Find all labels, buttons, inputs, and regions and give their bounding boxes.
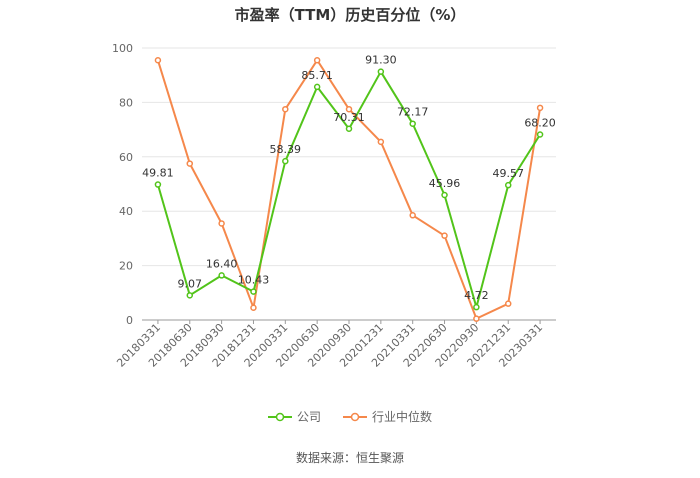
legend-item-company[interactable]: 公司 [267, 408, 321, 425]
y-tick-label: 0 [126, 314, 133, 327]
series-0-point [377, 68, 385, 75]
series-1-point [536, 104, 544, 112]
series-1-point [186, 160, 194, 167]
series-0-point [473, 303, 480, 311]
y-tick-label: 60 [119, 151, 133, 164]
series-1-point [441, 232, 448, 239]
series-0-point [345, 125, 353, 133]
series-0-point [441, 191, 448, 199]
data-label: 4.72 [464, 289, 489, 302]
legend-label-company: 公司 [296, 410, 321, 424]
data-label: 72.17 [397, 106, 429, 119]
series-1-point [409, 212, 416, 219]
series-1-point [154, 56, 162, 64]
data-label: 70.31 [333, 111, 365, 124]
series-0-point [504, 181, 512, 189]
data-label: 58.39 [270, 143, 302, 156]
y-tick-label: 80 [119, 96, 133, 109]
data-label: 45.96 [429, 177, 461, 190]
series-1-point [504, 300, 512, 307]
legend-label-industry-median: 行业中位数 [372, 410, 433, 424]
series-0-point [409, 120, 416, 127]
data-label: 68.20 [524, 116, 556, 129]
chart-title: 市盈率（TTM）历史百分位（%） [234, 6, 466, 24]
data-label: 49.81 [142, 167, 174, 180]
y-tick-label: 20 [119, 260, 133, 273]
series-1-point [377, 138, 385, 146]
legend-swatch-company [267, 412, 292, 421]
y-tick-label: 100 [112, 42, 133, 55]
series-0-point [536, 131, 544, 138]
source-text: 数据来源：恒生聚源 [295, 451, 404, 465]
series-1-point [282, 105, 289, 113]
series-0-point [282, 157, 289, 165]
series-0-point [186, 292, 194, 299]
series-1-point [218, 220, 225, 227]
series-1-point [345, 105, 353, 113]
data-label: 10.43 [238, 274, 270, 287]
y-tick-label: 40 [119, 205, 133, 218]
data-label: 16.40 [206, 257, 238, 270]
data-label: 9.07 [178, 277, 203, 290]
data-label: 49.57 [492, 167, 524, 180]
data-label: 91.30 [365, 54, 397, 67]
series-0-point [218, 272, 225, 279]
legend: 公司 行业中位数 [0, 408, 700, 425]
series-1-point [473, 315, 480, 322]
series-0-point [250, 288, 257, 295]
series-0-point [154, 181, 162, 188]
series-0-point [313, 83, 321, 91]
data-label: 85.71 [301, 69, 333, 82]
legend-swatch-industry-median [343, 412, 367, 421]
legend-item-industry-median[interactable]: 行业中位数 [343, 408, 432, 425]
series-1-point [250, 304, 257, 312]
series-1-point [313, 56, 321, 64]
